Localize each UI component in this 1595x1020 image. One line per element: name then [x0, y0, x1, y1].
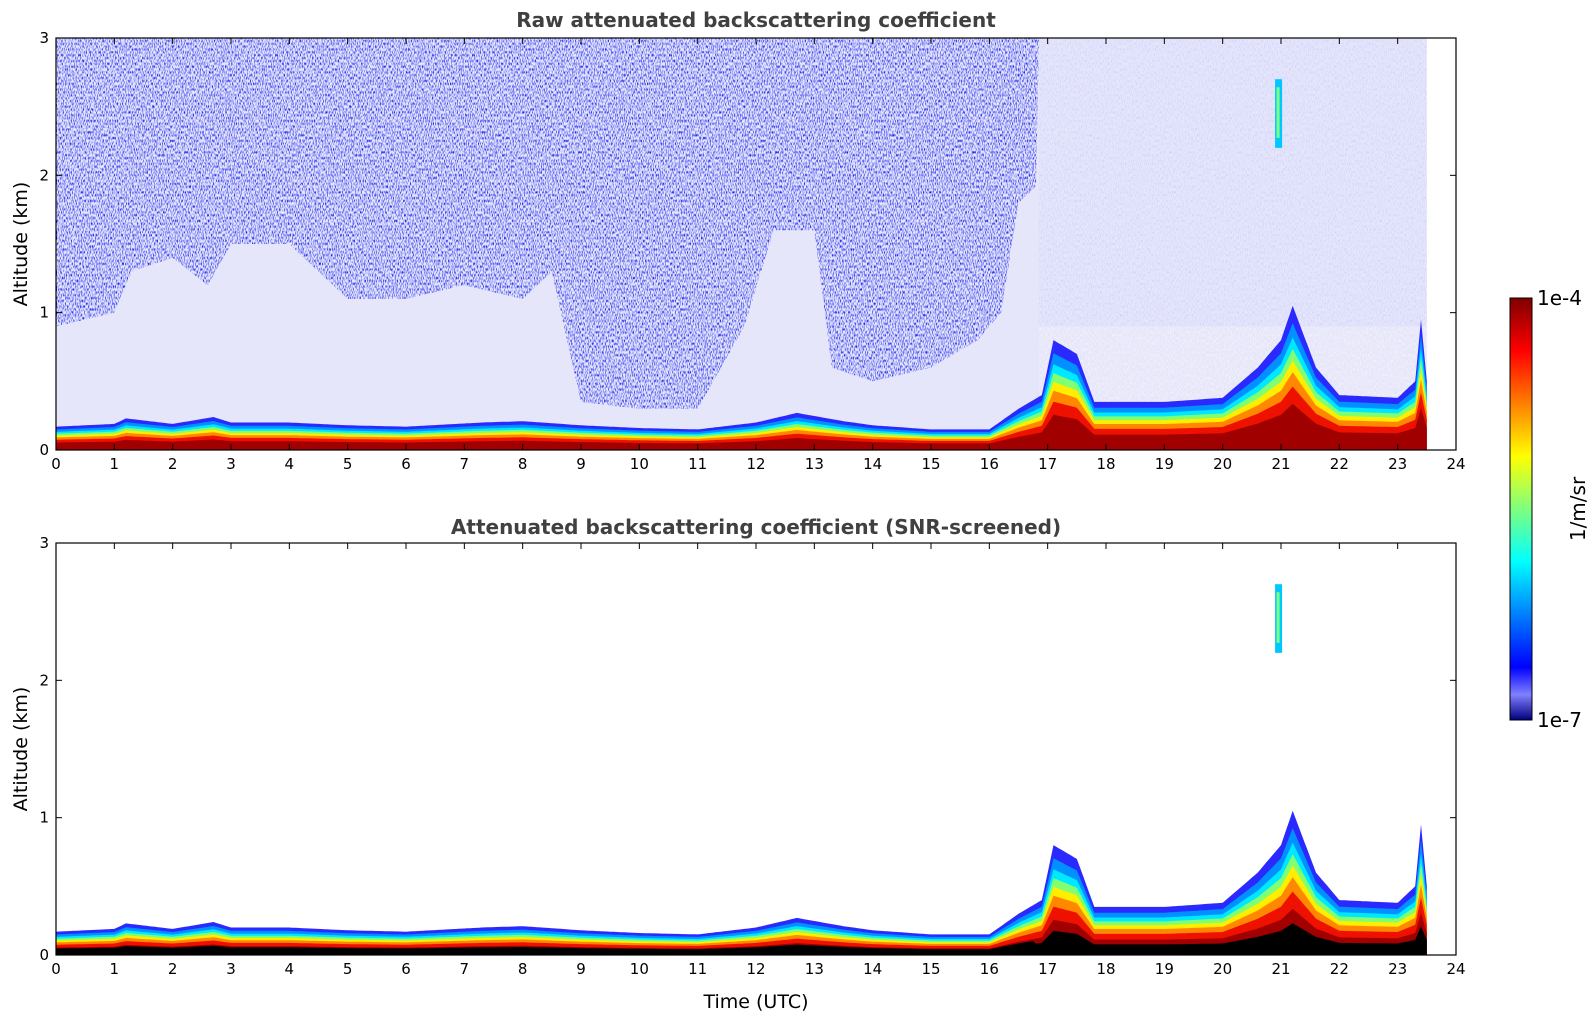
- top-x-tick-label: 15: [921, 455, 940, 473]
- top-y-axis-label: Altitude (km): [10, 182, 32, 307]
- bottom-x-tick-label: 9: [576, 960, 586, 978]
- top-y-tick-label: 3: [39, 29, 49, 47]
- snr-screened-panel: Attenuated backscattering coefficient (S…: [10, 515, 1466, 1013]
- bottom-x-tick-label: 15: [921, 960, 940, 978]
- bottom-x-axis-label: Time (UTC): [702, 991, 808, 1013]
- bottom-boundary-layer: [56, 810, 1427, 955]
- top-x-tick-label: 20: [1213, 455, 1232, 473]
- top-x-tick-label: 19: [1155, 455, 1174, 473]
- top-y-tick-label: 0: [39, 441, 49, 459]
- top-heatmap: [56, 38, 1456, 450]
- bottom-x-tick-label: 14: [863, 960, 882, 978]
- top-x-tick-label: 21: [1271, 455, 1290, 473]
- colorbar: 1e-4 1e-7 1/m/sr: [1509, 286, 1590, 732]
- bottom-x-tick-label: 8: [518, 960, 528, 978]
- bottom-x-tick-label: 24: [1446, 960, 1465, 978]
- top-x-tick-label: 23: [1388, 455, 1407, 473]
- top-x-tick-label: 18: [1096, 455, 1115, 473]
- bottom-x-tick-label: 2: [168, 960, 178, 978]
- top-x-tick-label: 14: [863, 455, 882, 473]
- top-x-tick-label: 0: [51, 455, 61, 473]
- top-x-tick-label: 9: [576, 455, 586, 473]
- top-x-tick-label: 16: [980, 455, 999, 473]
- top-y-tick-label: 1: [39, 304, 49, 322]
- bottom-x-tick-label: 18: [1096, 960, 1115, 978]
- bottom-y-tick-label: 3: [39, 534, 49, 552]
- top-x-tick-label: 22: [1330, 455, 1349, 473]
- high-cloud-core: [1276, 87, 1280, 138]
- top-high-cloud: [1275, 79, 1283, 148]
- bottom-high-cloud: [1275, 584, 1283, 653]
- top-x-tick-label: 24: [1446, 455, 1465, 473]
- bottom-x-tick-label: 1: [110, 960, 120, 978]
- top-y-axis: 0 1 2 3: [39, 29, 1456, 459]
- bottom-x-tick-label: 10: [630, 960, 649, 978]
- bottom-x-tick-label: 22: [1330, 960, 1349, 978]
- bottom-y-tick-label: 0: [39, 946, 49, 964]
- top-no-data-region: [1426, 38, 1456, 450]
- bottom-x-tick-label: 11: [688, 960, 707, 978]
- bottom-x-tick-label: 23: [1388, 960, 1407, 978]
- top-x-tick-label: 13: [805, 455, 824, 473]
- colorbar-unit-label: 1/m/sr: [1566, 476, 1590, 541]
- saturated-core: [56, 923, 1427, 955]
- bottom-x-tick-label: 3: [226, 960, 236, 978]
- top-boundary-layer: [56, 38, 1456, 450]
- bottom-heatmap: [56, 543, 1456, 955]
- bottom-y-axis-label: Altitude (km): [10, 687, 32, 812]
- bottom-x-tick-label: 12: [746, 960, 765, 978]
- top-y-tick-label: 2: [39, 166, 49, 184]
- bottom-x-tick-label: 4: [285, 960, 295, 978]
- bottom-heatmap-background: [56, 543, 1456, 955]
- bottom-x-tick-label: 16: [980, 960, 999, 978]
- top-x-tick-label: 17: [1038, 455, 1057, 473]
- top-x-tick-label: 5: [343, 455, 353, 473]
- bottom-x-tick-label: 20: [1213, 960, 1232, 978]
- boundary-layer-band: [56, 403, 1427, 450]
- top-noise-dense: [56, 38, 1039, 409]
- top-noise-field: [56, 38, 1427, 409]
- top-x-tick-label: 1: [110, 455, 120, 473]
- high-cloud-core: [1276, 592, 1280, 643]
- top-x-tick-label: 4: [285, 455, 295, 473]
- top-x-tick-label: 7: [460, 455, 470, 473]
- bottom-x-tick-label: 6: [401, 960, 411, 978]
- colorbar-scale: [1509, 297, 1533, 721]
- bottom-x-tick-label: 13: [805, 960, 824, 978]
- top-x-tick-label: 2: [168, 455, 178, 473]
- top-x-tick-label: 8: [518, 455, 528, 473]
- top-x-tick-label: 6: [401, 455, 411, 473]
- top-x-tick-label: 10: [630, 455, 649, 473]
- bottom-y-tick-label: 2: [39, 671, 49, 689]
- top-x-tick-label: 11: [688, 455, 707, 473]
- bottom-x-tick-label: 7: [460, 960, 470, 978]
- bottom-x-tick-label: 5: [343, 960, 353, 978]
- colorbar-max-label: 1e-4: [1537, 286, 1582, 310]
- bottom-chart-title: Attenuated backscattering coefficient (S…: [451, 515, 1061, 539]
- top-x-tick-label: 3: [226, 455, 236, 473]
- bottom-x-tick-label: 21: [1271, 960, 1290, 978]
- top-x-tick-label: 12: [746, 455, 765, 473]
- bottom-y-axis: 0 1 2 3: [39, 534, 1456, 964]
- bottom-y-tick-label: 1: [39, 809, 49, 827]
- bottom-x-axis: 0 1 2 3 4 5 6 7 8 9 10 11 12 13 14 15 16 17 18 19 20 21 22 23 24: [51, 543, 1466, 978]
- bottom-x-tick-label: 0: [51, 960, 61, 978]
- bottom-x-tick-label: 19: [1155, 960, 1174, 978]
- colorbar-min-label: 1e-7: [1537, 708, 1582, 732]
- top-chart-title: Raw attenuated backscattering coefficien…: [516, 8, 996, 32]
- raw-backscatter-panel: Raw attenuated backscattering coefficien…: [10, 8, 1466, 473]
- top-clear-region: [1038, 38, 1427, 409]
- bottom-x-tick-label: 17: [1038, 960, 1057, 978]
- top-x-axis: 0 1 2 3 4 5 6 7 8 9 10 11 12 13 14 15 16 17 18 19 20 21 22 23 24: [51, 38, 1466, 473]
